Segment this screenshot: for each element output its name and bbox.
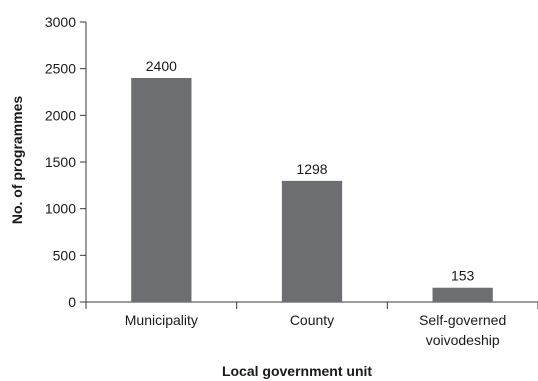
y-tick-label: 500: [53, 247, 77, 263]
x-tick-label: Municipality: [125, 312, 198, 328]
x-tick-label: County: [290, 312, 334, 328]
x-tick-label-line: County: [290, 312, 334, 328]
bars: 2400 1298 153: [131, 58, 493, 302]
y-tick-label: 2500: [45, 61, 76, 77]
y-tick-label: 3000: [45, 14, 76, 30]
x-axis: Municipality County Self-governed voivodesh…: [85, 301, 538, 348]
x-tick-label-line: voivodeship: [426, 332, 500, 348]
x-tick-label-line: Self-governed: [419, 312, 506, 328]
y-tick-label: 1500: [45, 154, 76, 170]
data-label: 2400: [146, 58, 177, 74]
y-tick-label: 0: [68, 294, 76, 310]
bar: [131, 78, 192, 302]
y-tick-label: 1000: [45, 201, 76, 217]
bar: [281, 180, 343, 302]
y-tick-label: 2000: [45, 107, 76, 123]
x-tick-label: Self-governed voivodeship: [419, 312, 506, 348]
x-tick-label-line: Municipality: [125, 312, 198, 328]
y-axis-title: No. of programmes: [9, 96, 25, 225]
data-label: 153: [451, 268, 475, 284]
data-label: 1298: [296, 161, 327, 177]
x-axis-title: Local government unit: [222, 363, 372, 379]
bar: [432, 287, 493, 302]
y-axis: 0 500 1000 1500 2000 2500 3000: [45, 14, 87, 310]
